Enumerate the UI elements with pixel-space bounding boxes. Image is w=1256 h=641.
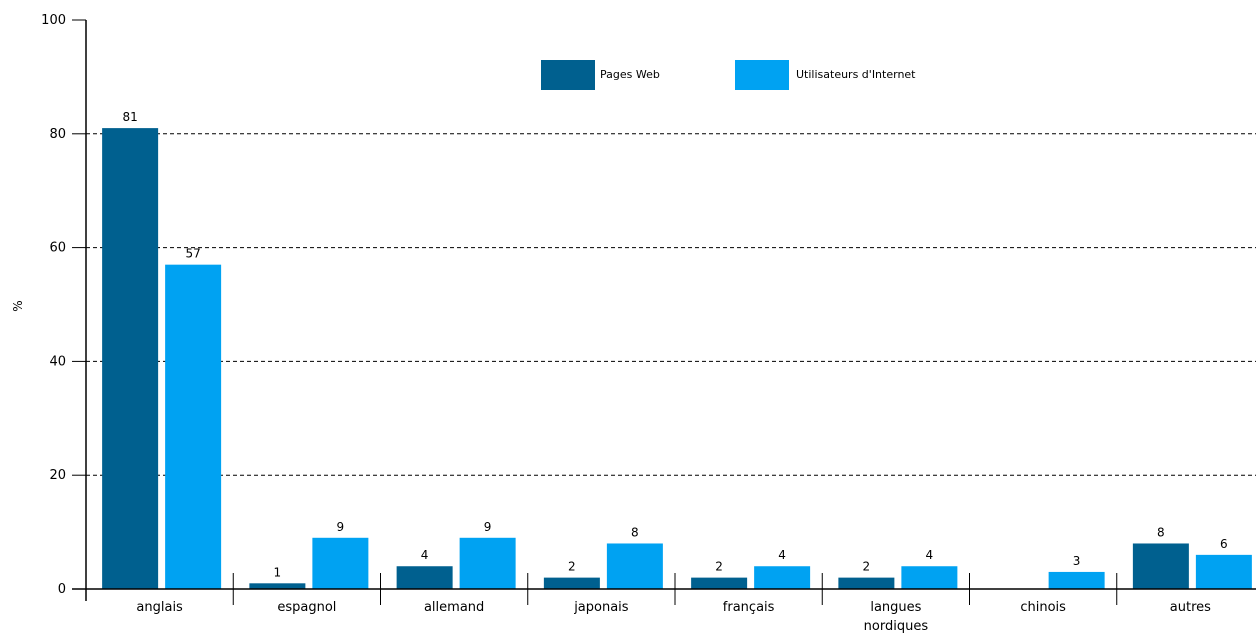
y-tick-label: 0 xyxy=(58,582,66,597)
data-label: 4 xyxy=(926,548,934,562)
bar-pages-web-4 xyxy=(691,577,748,589)
bar-utilisateurs-6 xyxy=(1048,571,1105,589)
data-label: 2 xyxy=(568,560,576,574)
data-label: 57 xyxy=(185,247,200,261)
category-label: allemand xyxy=(424,600,484,615)
data-label: 3 xyxy=(1073,554,1081,568)
legend-swatch xyxy=(735,60,789,90)
data-label: 1 xyxy=(274,565,282,579)
data-label: 81 xyxy=(122,110,137,124)
bar-pages-web-2 xyxy=(396,566,453,589)
bar-utilisateurs-1 xyxy=(312,537,369,589)
legend-label: Utilisateurs d'Internet xyxy=(796,68,916,81)
bar-utilisateurs-2 xyxy=(459,537,516,589)
bar-pages-web-5 xyxy=(838,577,895,589)
y-axis-label: % xyxy=(11,300,25,311)
bar-pages-web-0 xyxy=(102,128,159,590)
category-label: nordiques xyxy=(864,619,929,634)
bar-pages-web-7 xyxy=(1132,543,1189,589)
data-label: 8 xyxy=(1157,525,1165,539)
bar-pages-web-3 xyxy=(543,577,600,589)
y-tick-label: 40 xyxy=(49,354,66,369)
data-label: 4 xyxy=(778,548,786,562)
bar-pages-web-1 xyxy=(249,583,306,589)
y-tick-label: 60 xyxy=(49,241,66,256)
labels: 0 20 40 60 80 100% 81 57 anglais 1 9 espagnol 4 9 alle… xyxy=(11,13,1228,634)
axes xyxy=(72,19,1256,605)
data-label: 4 xyxy=(421,548,429,562)
bar-utilisateurs-0 xyxy=(165,264,222,589)
category-label: japonais xyxy=(573,600,629,615)
gridlines xyxy=(86,133,1256,476)
data-label: 2 xyxy=(715,560,723,574)
data-label: 9 xyxy=(484,520,492,534)
data-label: 9 xyxy=(337,520,345,534)
category-label: espagnol xyxy=(277,600,336,615)
bar-utilisateurs-5 xyxy=(901,566,958,589)
category-label: langues xyxy=(870,600,921,615)
bars xyxy=(102,128,1252,590)
bar-utilisateurs-4 xyxy=(754,566,811,589)
legend-swatch xyxy=(541,60,595,90)
y-tick-label: 100 xyxy=(41,13,66,28)
legend: Pages Web Utilisateurs d'Internet xyxy=(541,60,916,90)
category-label: français xyxy=(723,600,775,615)
category-label: autres xyxy=(1170,600,1211,615)
legend-label: Pages Web xyxy=(600,68,660,81)
data-label: 6 xyxy=(1220,537,1228,551)
y-tick-label: 20 xyxy=(49,468,66,483)
y-tick-label: 80 xyxy=(49,127,66,142)
category-label: anglais xyxy=(136,600,183,615)
bar-utilisateurs-7 xyxy=(1195,554,1252,589)
data-label: 2 xyxy=(863,560,871,574)
category-label: chinois xyxy=(1020,600,1066,615)
data-label: 8 xyxy=(631,525,639,539)
bar-utilisateurs-3 xyxy=(606,543,663,589)
